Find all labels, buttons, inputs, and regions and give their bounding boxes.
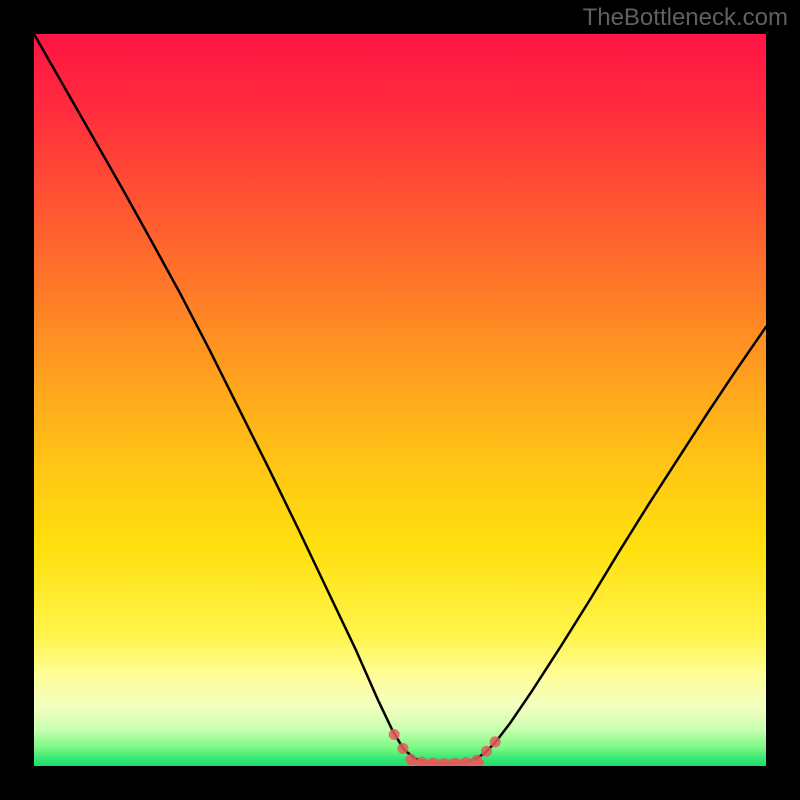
plot-area (34, 34, 766, 766)
bottom-marker-endpoint (397, 743, 408, 754)
bottom-marker-dot (405, 754, 416, 765)
gradient-background (34, 34, 766, 766)
bottom-marker-dot (471, 755, 482, 766)
bottom-marker-endpoint (490, 736, 501, 747)
chart-stage: TheBottleneck.com (0, 0, 800, 800)
watermark-label: TheBottleneck.com (583, 4, 788, 32)
bottom-marker-endpoint (481, 746, 492, 757)
bottom-marker-endpoint (389, 729, 400, 740)
gradient-v-curve-chart (34, 34, 766, 766)
